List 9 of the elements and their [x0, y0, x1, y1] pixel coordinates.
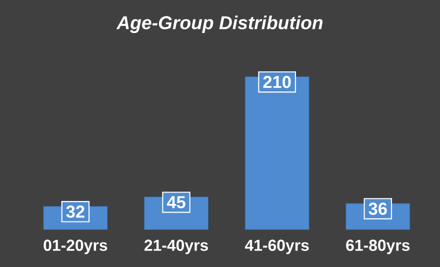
data-label: 45	[166, 196, 186, 208]
data-label: 32	[66, 206, 84, 218]
chart-title: Age-Group Distribution	[116, 16, 323, 33]
x-tick-label: 21-40yrs	[144, 240, 208, 254]
x-tick-label: 41-60yrs	[244, 240, 309, 254]
x-tick-label: 61-80yrs	[346, 240, 410, 254]
x-tick-label: 01-20yrs	[44, 240, 108, 254]
data-label: 36	[368, 202, 387, 215]
data-label: 210	[263, 76, 291, 88]
